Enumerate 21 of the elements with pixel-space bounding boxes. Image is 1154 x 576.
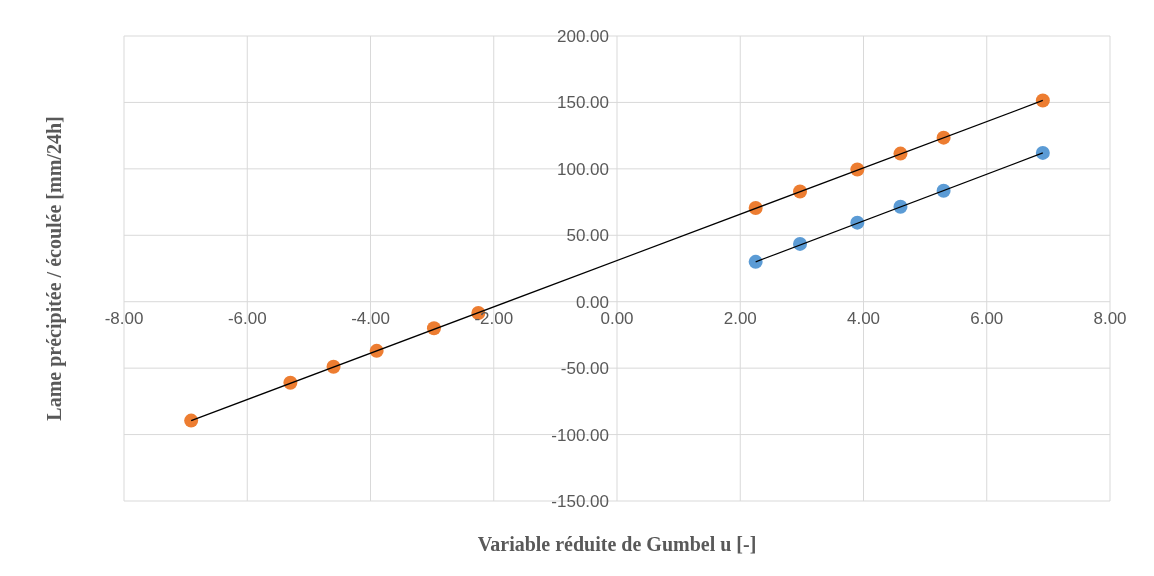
point [1035, 145, 1050, 160]
point [748, 254, 763, 269]
y-tick-label: 150.00 [557, 93, 609, 113]
x-tick-label: -8.00 [104, 308, 144, 328]
y-tick-label: -100.00 [551, 425, 609, 445]
x-tick-label: -6.00 [227, 308, 267, 328]
x-tick-label: -2.00 [474, 308, 514, 328]
x-tick-label: 4.00 [846, 308, 881, 328]
y-tick-label: 50.00 [566, 226, 609, 246]
x-tick-label: 8.00 [1093, 308, 1127, 328]
point [184, 413, 199, 428]
y-tick-label: 200.00 [557, 27, 609, 46]
x-tick-label: 2.00 [723, 308, 757, 328]
x-tick-label: -4.00 [351, 308, 390, 328]
y-tick-label: -50.00 [560, 359, 609, 379]
point [1035, 93, 1050, 108]
x-tick-label: 6.00 [970, 308, 1004, 328]
y-tick-label: 100.00 [557, 159, 609, 179]
y-tick-label: -150.00 [551, 492, 609, 511]
y-axis-title: Lame précipitée / écoulée [mm/24h] [43, 116, 67, 421]
x-axis-title: Variable réduite de Gumbel u [-] [477, 533, 757, 555]
